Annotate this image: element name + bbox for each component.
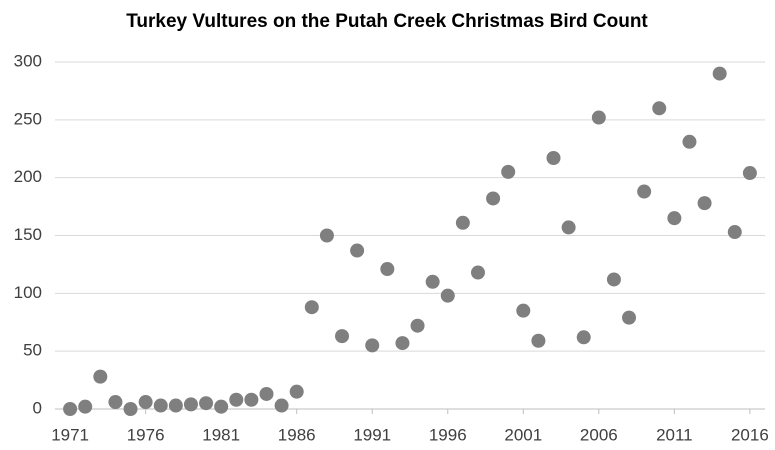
point: [108, 395, 123, 410]
point: [455, 215, 470, 230]
point: [183, 397, 198, 412]
point: [259, 386, 274, 401]
point: [425, 274, 440, 289]
point: [501, 164, 516, 179]
point: [153, 398, 168, 413]
point: [335, 329, 350, 344]
point: [168, 398, 183, 413]
point: [229, 392, 244, 407]
point: [622, 310, 637, 325]
point: [727, 225, 742, 240]
point: [712, 66, 727, 81]
point: [78, 399, 93, 414]
x-tick-label: 2001: [504, 425, 542, 444]
point: [576, 330, 591, 345]
y-tick-label: 200: [14, 167, 42, 186]
point: [440, 288, 455, 303]
x-tick-label: 1996: [429, 425, 467, 444]
point: [516, 303, 531, 318]
x-tick-label: 2011: [656, 425, 693, 444]
point: [350, 243, 365, 258]
point: [274, 398, 289, 413]
x-tick-label: 1976: [127, 425, 165, 444]
x-tick-label: 2006: [580, 425, 618, 444]
point: [395, 336, 410, 351]
chart-title: Turkey Vultures on the Putah Creek Chris…: [126, 11, 648, 32]
point: [591, 110, 606, 125]
point: [123, 402, 138, 416]
point: [138, 395, 153, 410]
point: [304, 300, 319, 315]
x-tick-label: 1981: [202, 425, 240, 444]
y-tick-label: 300: [14, 51, 42, 70]
point: [606, 272, 621, 287]
point: [319, 228, 334, 243]
point: [561, 220, 576, 235]
point: [244, 392, 259, 407]
y-tick-label: 250: [14, 109, 42, 128]
point: [214, 399, 229, 414]
point: [652, 101, 667, 116]
point: [697, 196, 712, 211]
y-tick-label: 0: [33, 398, 42, 417]
point: [93, 369, 108, 384]
point: [380, 262, 395, 277]
x-tick-label: 1991: [353, 425, 391, 444]
point: [531, 333, 546, 348]
point: [682, 134, 697, 149]
point: [486, 191, 501, 206]
x-tick-label: 2016: [731, 425, 769, 444]
point: [742, 166, 757, 181]
point: [637, 184, 652, 199]
y-tick-label: 100: [14, 283, 42, 302]
point: [410, 318, 425, 333]
point: [365, 338, 380, 353]
point: [289, 384, 304, 399]
point: [199, 396, 214, 411]
point: [63, 402, 78, 416]
x-tick-label: 1986: [278, 425, 316, 444]
y-tick-label: 150: [14, 225, 42, 244]
y-tick-label: 50: [23, 341, 42, 360]
point: [546, 151, 561, 166]
x-tick-label: 1971: [51, 425, 89, 444]
point: [470, 265, 485, 280]
point: [667, 211, 682, 226]
